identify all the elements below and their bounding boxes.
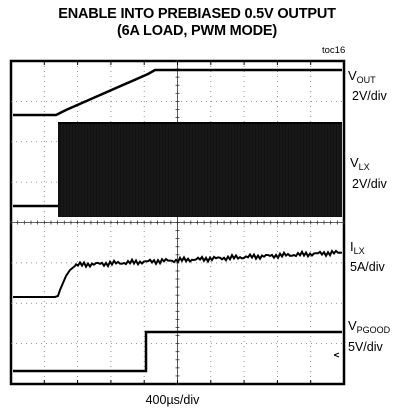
- ilx-scale: 5A/div: [350, 260, 385, 274]
- vout-label: VOUT: [348, 68, 376, 85]
- traces: [13, 68, 343, 373]
- chart-subtitle: (6A LOAD, PWM MODE): [117, 23, 277, 39]
- chart-title: ENABLE INTO PREBIASED 0.5V OUTPUT: [58, 6, 336, 22]
- vpgood-scale: 5V/div: [348, 340, 383, 354]
- ilx-label: ILX: [350, 239, 365, 256]
- timebase-label: 400µs/div: [145, 393, 200, 407]
- series-vpgood-trace: [13, 330, 342, 373]
- series-vout-trace: [13, 68, 342, 117]
- series-ilx-trace: [13, 249, 343, 298]
- vout-scale: 2V/div: [352, 89, 387, 103]
- ground-marker: [333, 352, 340, 358]
- vlx-label: VLX: [350, 155, 370, 172]
- grid: [10, 60, 345, 385]
- vlx-scale: 2V/div: [352, 177, 387, 191]
- vpgood-label: VPGOOD: [348, 318, 391, 335]
- figure-code: toc16: [322, 45, 346, 56]
